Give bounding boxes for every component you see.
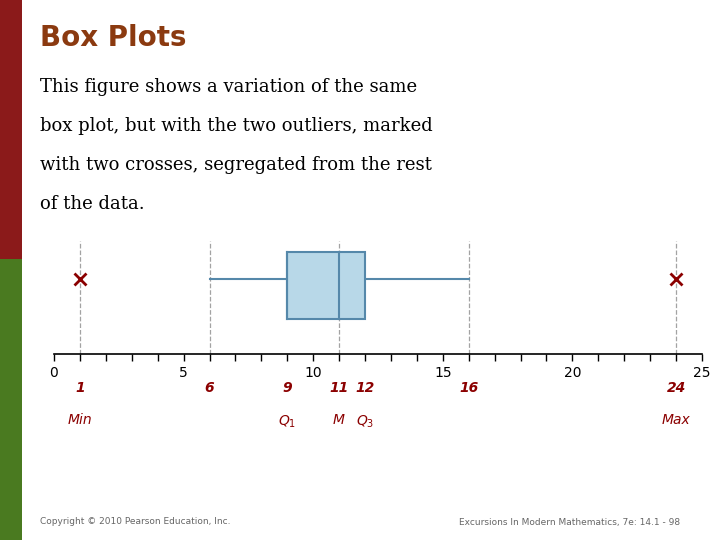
Text: of the data.: of the data. bbox=[40, 195, 144, 213]
Text: 1: 1 bbox=[75, 381, 85, 395]
Text: 12: 12 bbox=[356, 381, 374, 395]
Text: Max: Max bbox=[662, 413, 690, 427]
Text: 9: 9 bbox=[282, 381, 292, 395]
Text: with two crosses, segregated from the rest: with two crosses, segregated from the re… bbox=[40, 156, 431, 174]
Text: This figure shows a variation of the same: This figure shows a variation of the sam… bbox=[40, 78, 417, 96]
Text: Min: Min bbox=[68, 413, 92, 427]
Text: Box Plots: Box Plots bbox=[40, 24, 186, 52]
Text: 6: 6 bbox=[204, 381, 215, 395]
Text: Excursions In Modern Mathematics, 7e: 14.1 - 98: Excursions In Modern Mathematics, 7e: 14… bbox=[459, 517, 680, 526]
Text: box plot, but with the two outliers, marked: box plot, but with the two outliers, mar… bbox=[40, 117, 432, 135]
Bar bbox=[287, 252, 365, 319]
Text: $M$: $M$ bbox=[333, 413, 346, 427]
Text: Copyright © 2010 Pearson Education, Inc.: Copyright © 2010 Pearson Education, Inc. bbox=[40, 517, 230, 526]
Text: $Q_3$: $Q_3$ bbox=[356, 413, 374, 429]
Text: 16: 16 bbox=[459, 381, 478, 395]
Text: 11: 11 bbox=[330, 381, 348, 395]
Text: $Q_1$: $Q_1$ bbox=[278, 413, 297, 429]
Text: 24: 24 bbox=[667, 381, 685, 395]
